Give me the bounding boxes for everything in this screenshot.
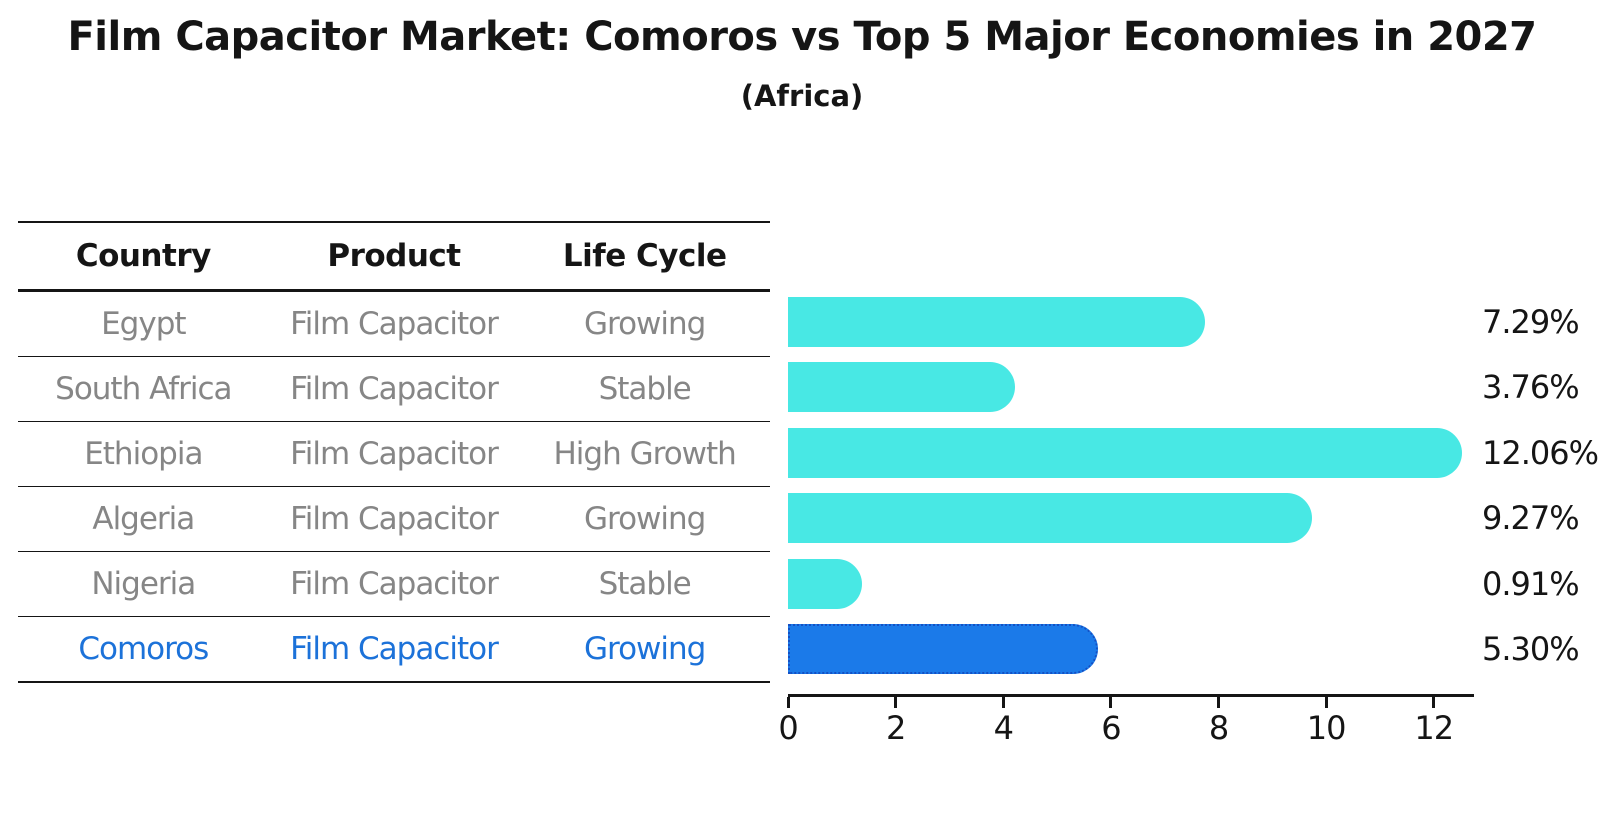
x-tick-12 [1432, 697, 1436, 708]
bar-row-egypt [788, 289, 1472, 355]
header-cell-country: Country [75, 238, 212, 274]
value-labels-column: 7.29% 3.76% 12.06% 9.27% 0.91% 5.30% [1482, 289, 1604, 682]
table-row-nigeria: Nigeria Film Capacitor Stable [18, 552, 770, 617]
value-label-nigeria: 0.91% [1482, 564, 1580, 603]
table-cell-life-cycle: Stable [598, 371, 692, 407]
bar-comoros [788, 624, 1099, 674]
table-row-ethiopia: Ethiopia Film Capacitor High Growth [18, 422, 770, 487]
header-cell-life-cycle: Life Cycle [562, 238, 727, 274]
value-label-comoros: 5.30% [1482, 630, 1580, 669]
table-cell-life-cycle: Growing [583, 631, 706, 667]
bar-nigeria [788, 558, 862, 609]
table-row-south-africa: South Africa Film Capacitor Stable [18, 357, 770, 422]
table-row-comoros: Comoros Film Capacitor Growing [18, 617, 770, 683]
table-cell-product: Film Capacitor [290, 631, 499, 667]
table-row-algeria: Algeria Film Capacitor Growing [18, 487, 770, 552]
value-label-algeria: 9.27% [1482, 499, 1580, 538]
x-tick-4 [1001, 697, 1005, 708]
bar-algeria [788, 493, 1312, 543]
bar-ethiopia [788, 427, 1463, 478]
value-label-south-africa: 3.76% [1482, 368, 1580, 407]
x-tick-label-2: 2 [885, 709, 906, 747]
table-cell-life-cycle: Growing [583, 306, 706, 342]
bar-row-nigeria [788, 551, 1472, 617]
table-body: Egypt Film Capacitor Growing South Africa Fi… [18, 292, 770, 683]
bar-south-africa [788, 362, 1016, 412]
table-cell-product: Film Capacitor [290, 306, 499, 342]
table-cell-country: Ethiopia [84, 436, 203, 472]
table-cell-product: Film Capacitor [290, 566, 499, 602]
bar-row-ethiopia [788, 420, 1472, 486]
table-cell-country: Egypt [101, 306, 186, 342]
table-cell-country: Comoros [78, 631, 209, 667]
chart-title: Film Capacitor Market: Comoros vs Top 5 … [67, 14, 1537, 60]
table-cell-life-cycle: High Growth [553, 436, 737, 472]
x-tick-8 [1217, 697, 1221, 708]
x-tick-10 [1324, 697, 1328, 708]
header-cell-product: Product [327, 238, 461, 274]
x-tick-0 [786, 697, 790, 708]
bar-row-comoros [788, 617, 1472, 683]
x-tick-label-0: 0 [778, 709, 798, 747]
bar-row-algeria [788, 486, 1472, 552]
table-cell-country: South Africa [55, 371, 232, 407]
x-tick-2 [894, 697, 898, 708]
x-tick-label-4: 4 [993, 709, 1014, 747]
table-cell-country: Nigeria [91, 566, 196, 602]
table-cell-country: Algeria [92, 501, 195, 537]
x-tick-label-12: 12 [1414, 709, 1454, 747]
value-label-egypt: 7.29% [1482, 302, 1580, 341]
table-row-egypt: Egypt Film Capacitor Growing [18, 292, 770, 357]
table-header-row: Country Product Life Cycle [18, 223, 770, 292]
x-tick-label-10: 10 [1306, 709, 1347, 747]
comparison-table: Country Product Life Cycle Egypt Film Cap… [18, 221, 770, 683]
x-tick-label-8: 8 [1208, 709, 1229, 747]
table-cell-life-cycle: Growing [583, 501, 706, 537]
bar-row-south-africa [788, 355, 1472, 421]
x-tick-6 [1109, 697, 1113, 708]
table-cell-product: Film Capacitor [290, 436, 499, 472]
table-cell-product: Film Capacitor [290, 371, 499, 407]
chart-subtitle: (Africa) [740, 79, 864, 113]
x-axis-line [788, 694, 1474, 697]
table-cell-product: Film Capacitor [290, 501, 499, 537]
value-label-ethiopia: 12.06% [1482, 433, 1599, 472]
table-cell-life-cycle: Stable [598, 566, 692, 602]
x-tick-label-6: 6 [1101, 709, 1121, 747]
bar-egypt [788, 296, 1206, 347]
bar-plot-area [788, 289, 1472, 682]
